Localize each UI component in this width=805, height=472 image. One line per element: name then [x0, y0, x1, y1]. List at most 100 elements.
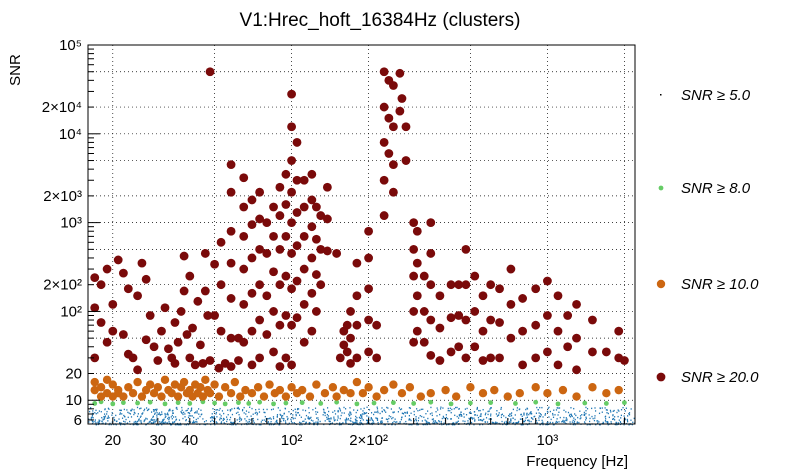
point-snr5 [307, 416, 309, 418]
point-snr5 [279, 423, 281, 426]
point-snr5 [492, 422, 494, 425]
point-series-3 [133, 291, 142, 301]
point-snr5 [140, 421, 142, 423]
point-snr5 [436, 415, 438, 417]
point-series-3 [379, 102, 389, 112]
point-snr5 [463, 416, 465, 418]
point-snr5 [521, 423, 524, 426]
point-series-2 [297, 385, 307, 395]
point-snr5 [164, 414, 166, 416]
point-snr5 [107, 420, 109, 422]
point-snr5 [302, 409, 304, 411]
point-series-3 [113, 255, 123, 265]
point-snr5 [360, 414, 362, 417]
point-series-3 [102, 337, 112, 347]
point-snr5 [586, 408, 589, 410]
point-snr5 [484, 421, 487, 423]
point-snr5 [607, 422, 609, 424]
point-snr5 [562, 420, 564, 422]
point-series-3 [239, 202, 249, 212]
point-snr5 [516, 421, 518, 424]
point-series-3 [287, 320, 296, 330]
point-snr5 [436, 407, 438, 409]
point-snr5 [145, 407, 148, 409]
point-snr5 [474, 414, 476, 416]
point-snr5 [300, 422, 302, 424]
plot-frame [87, 44, 636, 425]
point-snr5 [508, 413, 511, 415]
point-snr5 [434, 421, 436, 423]
point-snr5 [238, 414, 240, 416]
point-snr5 [153, 421, 155, 423]
x-tick-label: 10² [281, 432, 303, 449]
point-snr5 [612, 418, 615, 420]
point-snr5 [231, 408, 233, 410]
point-series-3 [137, 258, 147, 268]
legend-marker [658, 185, 664, 191]
point-snr5 [323, 411, 325, 413]
point-series-3 [435, 323, 445, 333]
point-snr5 [569, 413, 571, 416]
point-snr5 [523, 412, 525, 414]
point-snr5 [176, 408, 178, 410]
point-snr5 [282, 415, 284, 417]
point-snr5 [242, 408, 244, 411]
point-snr5 [317, 417, 319, 419]
point-snr5 [276, 414, 279, 416]
point-snr5 [480, 413, 482, 416]
point-snr5 [337, 415, 339, 417]
point-snr5 [538, 412, 540, 414]
point-snr5 [237, 406, 239, 409]
point-series-3 [269, 347, 278, 357]
point-snr5 [345, 422, 347, 424]
point-snr5 [436, 422, 438, 425]
point-series-3 [426, 280, 436, 290]
point-series-3 [262, 291, 272, 301]
point-snr5 [288, 422, 290, 424]
point-snr5 [245, 410, 248, 412]
point-snr5 [94, 412, 96, 414]
point-series-3 [352, 258, 362, 268]
point-snr5 [610, 411, 612, 413]
point-snr5 [497, 414, 499, 417]
point-snr5 [487, 413, 489, 416]
point-snr5 [161, 423, 163, 426]
point-snr5 [238, 408, 240, 410]
x-tick-label: 20 [104, 432, 121, 449]
point-snr5 [417, 419, 420, 422]
point-series-3 [384, 113, 394, 123]
point-series-2 [339, 385, 349, 395]
point-snr5 [425, 420, 427, 422]
point-snr5 [312, 408, 314, 411]
point-snr5 [196, 421, 198, 423]
point-snr5 [597, 422, 599, 424]
point-snr5 [585, 417, 587, 420]
point-snr5 [107, 407, 110, 410]
point-series-2 [90, 385, 99, 395]
point-series-3 [352, 320, 362, 330]
point-series-2 [405, 383, 415, 392]
point-snr5 [503, 415, 505, 417]
point-snr5 [552, 423, 554, 426]
y-tick-label: 2×10³ [43, 188, 82, 205]
point-series-3 [478, 291, 488, 301]
point-snr5 [413, 413, 415, 416]
point-snr5 [369, 419, 371, 421]
point-snr5 [539, 406, 541, 409]
point-snr5 [165, 415, 167, 418]
point-snr5 [267, 421, 269, 423]
point-snr5 [192, 420, 195, 422]
point-snr5 [142, 412, 144, 414]
point-series-3 [239, 173, 249, 183]
point-series-3 [176, 307, 186, 316]
point-snr5 [536, 406, 538, 409]
point-snr5 [104, 408, 106, 411]
point-snr5 [149, 420, 151, 423]
point-snr5 [556, 418, 558, 420]
point-snr5 [585, 410, 587, 412]
point-snr5 [304, 422, 307, 425]
point-series-1 [162, 401, 168, 407]
point-snr5 [508, 422, 510, 424]
point-snr5 [195, 418, 197, 421]
point-series-1 [299, 400, 305, 406]
